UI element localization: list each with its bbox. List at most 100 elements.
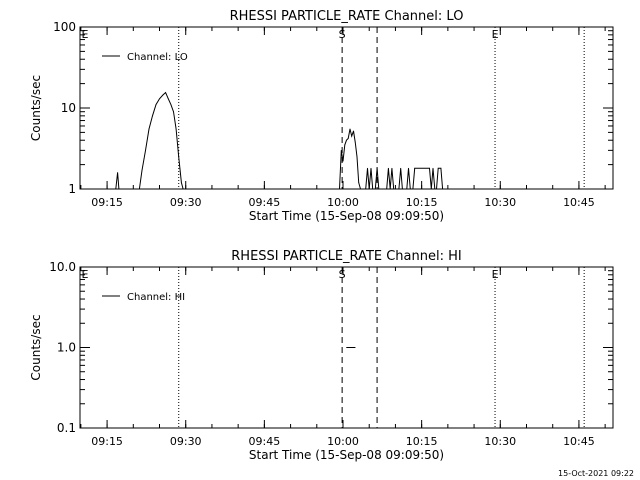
data-point (139, 188, 140, 190)
x-tick-label: 10:45 (563, 196, 595, 209)
data-point (155, 104, 157, 106)
y-tick-label: 1.0 (57, 341, 76, 355)
x-tick-label: 10:30 (484, 435, 516, 448)
data-point (165, 92, 167, 93)
marker-label: S (339, 268, 346, 281)
data-point (440, 167, 442, 169)
x-tick-label: 09:15 (91, 196, 123, 209)
data-point (340, 149, 342, 151)
x-tick-label: 10:45 (563, 435, 595, 448)
x-axis-label: Start Time (15-Sep-08 09:09:50) (249, 448, 444, 462)
data-point (409, 188, 411, 190)
data-point (152, 115, 153, 117)
x-tick-label: 10:00 (327, 196, 359, 209)
x-tick-label: 09:30 (170, 435, 202, 448)
data-point (360, 188, 361, 190)
data-point (391, 167, 393, 169)
data-point (358, 182, 360, 183)
marker-label: E (492, 268, 499, 281)
data-point (432, 167, 434, 169)
data-point (354, 347, 356, 348)
legend-label: Channel: HI (127, 292, 185, 303)
x-tick-label: 10:00 (327, 435, 359, 448)
data-point (356, 156, 358, 158)
x-tick-label: 09:15 (91, 435, 123, 448)
x-tick-label: 10:15 (406, 196, 438, 209)
data-point (372, 188, 374, 190)
y-tick-label: 10.0 (49, 260, 76, 274)
marker-label: E (492, 28, 499, 41)
y-axis-label: Counts/sec (29, 314, 43, 380)
y-tick-label: 1 (68, 182, 76, 196)
marker-label: E (82, 268, 89, 281)
data-point (388, 167, 389, 169)
data-point (118, 188, 120, 190)
x-tick-label: 09:45 (249, 196, 281, 209)
data-point (389, 188, 391, 190)
y-tick-label: 100 (53, 20, 76, 34)
data-point (145, 149, 146, 151)
data-point (434, 188, 436, 190)
data-point (436, 188, 437, 190)
data-point (430, 188, 432, 190)
data-point (400, 167, 402, 169)
data-point (368, 188, 370, 190)
data-point (386, 188, 388, 190)
data-point (178, 156, 180, 158)
data-point (148, 128, 150, 130)
chart-title: RHESSI PARTICLE_RATE Channel: HI (231, 249, 461, 264)
data-point (406, 188, 408, 190)
data-point (351, 135, 353, 137)
data-point (182, 188, 184, 190)
marker-label: E (82, 28, 89, 41)
data-point (117, 172, 118, 173)
data-point (376, 167, 378, 169)
data-point (437, 167, 439, 169)
data-point (349, 128, 351, 130)
data-point (141, 169, 143, 171)
series-line (115, 91, 444, 190)
data-point (170, 104, 172, 106)
y-tick-label: 10 (61, 101, 76, 115)
data-point (342, 160, 344, 162)
data-point (346, 139, 347, 141)
chart-title: RHESSI PARTICLE_RATE Channel: LO (230, 9, 464, 24)
data-point (175, 128, 177, 130)
footer-timestamp: 15-Oct-2021 09:22 (558, 469, 634, 478)
data-point (442, 188, 444, 190)
legend-label: Channel: LO (127, 52, 188, 63)
data-point (347, 138, 349, 139)
data-point (353, 130, 354, 132)
data-point (159, 98, 160, 100)
data-point (402, 188, 403, 190)
x-axis-label: Start Time (15-Sep-08 09:09:50) (249, 209, 444, 223)
data-point (162, 94, 164, 96)
data-point (408, 167, 409, 169)
x-tick-label: 10:30 (484, 196, 516, 209)
data-point (374, 188, 376, 190)
marker-label: S (339, 28, 346, 41)
data-point (167, 98, 169, 100)
data-point (115, 188, 117, 190)
y-tick-label: 0.1 (57, 421, 76, 435)
data-point (370, 167, 372, 169)
data-point (365, 188, 367, 190)
data-point (414, 167, 416, 169)
data-point (344, 144, 346, 146)
data-point (378, 188, 380, 190)
data-point (398, 188, 400, 190)
data-point (346, 347, 347, 348)
data-point (412, 188, 414, 190)
y-axis-label: Counts/sec (29, 75, 43, 141)
x-tick-label: 09:30 (170, 196, 202, 209)
x-tick-label: 09:45 (249, 435, 281, 448)
data-point (354, 141, 356, 143)
data-point (339, 188, 340, 190)
data-point (367, 167, 368, 169)
data-point (173, 111, 174, 113)
x-tick-label: 10:15 (406, 435, 438, 448)
data-point (429, 167, 430, 169)
data-point (393, 188, 395, 190)
